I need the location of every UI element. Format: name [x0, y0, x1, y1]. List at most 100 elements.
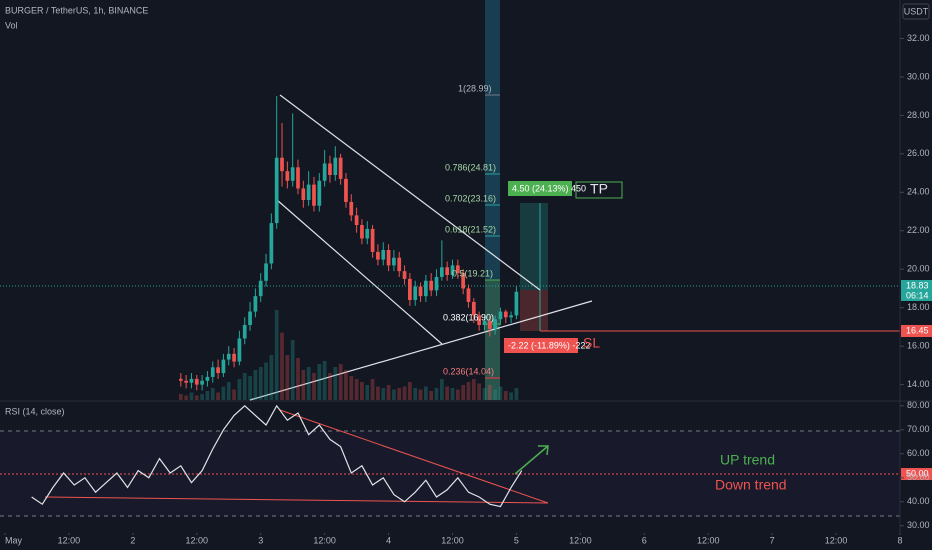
candle-body	[514, 291, 519, 316]
volume-bar	[413, 388, 418, 400]
y-tick-label: 60.00	[907, 448, 930, 458]
x-tick-label: 12:00	[58, 535, 81, 545]
volume-bar	[216, 392, 220, 400]
candle-body	[439, 267, 444, 277]
sl-badge-bg	[901, 325, 932, 337]
fib-label: 0.786(24.81)	[445, 162, 496, 172]
price-badge-bg	[901, 280, 932, 301]
candle-body	[376, 251, 380, 260]
candle-body	[226, 353, 231, 360]
volume-bar	[344, 370, 348, 400]
currency: USDT	[904, 6, 929, 16]
candle-body	[349, 201, 354, 216]
y-tick-label: 32.00	[907, 33, 930, 43]
volume-bar	[280, 332, 284, 400]
candle-body	[210, 367, 215, 377]
volume-bar	[381, 388, 386, 400]
candle-body	[418, 286, 423, 297]
countdown: 06:14	[906, 290, 929, 300]
fib-zone-low	[485, 280, 500, 400]
volume-bar	[184, 395, 188, 400]
rsi-badge: 50.00	[906, 468, 929, 478]
y-tick-label: 80.00	[907, 400, 930, 410]
volume-bar	[418, 389, 423, 400]
volume-bar	[296, 358, 300, 400]
candle-body	[237, 338, 242, 362]
candle-body	[450, 265, 455, 275]
volume-bar	[274, 310, 279, 400]
fib-label: 1(28.99)	[458, 83, 492, 93]
y-tick-label: 40.00	[907, 496, 930, 506]
candle-body	[200, 380, 204, 385]
candle-body	[333, 157, 338, 175]
candle-body	[370, 228, 375, 252]
volume-bar	[232, 389, 236, 400]
candle-body	[205, 376, 210, 381]
target-label: 4.50 (24.13%) 450	[512, 183, 586, 193]
volume-bar	[285, 355, 290, 400]
candle-body	[338, 157, 343, 179]
volume-bar	[194, 395, 199, 400]
candle-body	[434, 276, 439, 291]
volume-bar	[503, 391, 508, 400]
volume-bar	[301, 370, 306, 400]
candle-body	[381, 250, 386, 260]
symbol: BURGER / TetherUS, 1h, BINANCE	[5, 5, 148, 15]
x-tick-label: 3	[258, 535, 263, 545]
y-tick-label: 16.00	[907, 341, 930, 351]
candle-body	[392, 257, 396, 266]
y-tick-label: 30.00	[907, 71, 930, 81]
candle-body	[194, 378, 199, 385]
volume-bar	[376, 386, 380, 400]
candle-body	[397, 257, 402, 272]
volume-bar	[487, 385, 492, 400]
volume-bar	[237, 379, 242, 400]
x-tick-label: 5	[514, 535, 519, 545]
x-tick-label: 2	[130, 535, 135, 545]
volume-bar	[221, 386, 226, 400]
volume-bar	[328, 373, 332, 400]
price-badge: 18.83	[906, 280, 929, 290]
x-tick-label: 6	[642, 535, 647, 545]
candle-body	[402, 271, 407, 279]
volume-bar	[333, 367, 338, 400]
volume-bar	[290, 340, 295, 400]
volume-bar	[306, 367, 311, 400]
candle-body	[264, 263, 268, 281]
volume-bar	[402, 386, 407, 400]
candle-body	[509, 315, 513, 318]
x-tick-label: 8	[897, 535, 902, 545]
y-tick-label: 50.00	[907, 472, 930, 482]
x-tick-label: 12:00	[313, 535, 336, 545]
volume-bar	[349, 376, 354, 400]
candle-body	[344, 178, 348, 202]
candle-body	[312, 184, 316, 206]
up-trend: UP trend	[720, 452, 775, 468]
candle-body	[413, 286, 418, 300]
candle-body	[178, 378, 183, 381]
candle-body	[466, 288, 471, 302]
volume-bar	[258, 367, 263, 400]
volume-bar	[397, 388, 402, 400]
volume-bar	[242, 373, 247, 400]
currency-box	[902, 3, 930, 20]
rsi-line	[31, 404, 523, 508]
y-tick-label: 20.00	[907, 264, 930, 274]
volume-bar	[226, 382, 231, 400]
candle-body	[242, 325, 247, 339]
candle-body	[423, 280, 428, 297]
candle-body	[290, 167, 295, 181]
candle-body	[184, 380, 188, 383]
rsi-badge-bg	[901, 468, 932, 480]
target-box	[508, 181, 572, 196]
volume-bar	[514, 388, 519, 400]
candle-body	[461, 273, 466, 289]
volume-bar	[445, 386, 450, 400]
volume-bar	[322, 361, 327, 400]
volume-bar	[466, 382, 471, 400]
volume-bar	[482, 388, 487, 400]
volume-bar	[312, 373, 316, 400]
up-arrow	[514, 445, 549, 475]
x-tick-label: 12:00	[441, 535, 464, 545]
y-tick-label: 28.00	[907, 110, 930, 120]
